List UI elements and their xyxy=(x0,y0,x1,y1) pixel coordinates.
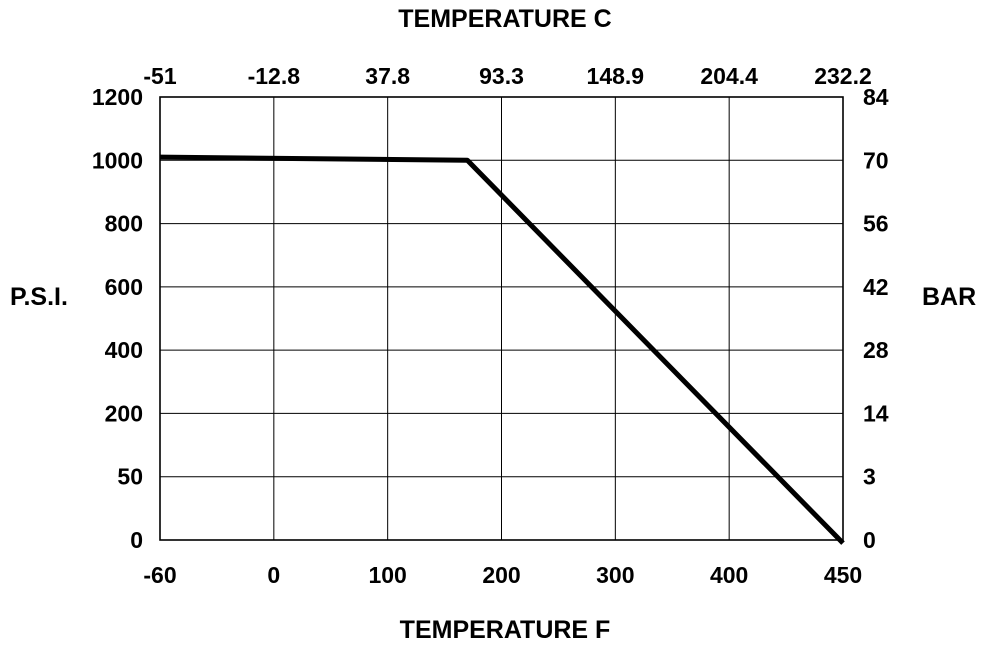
bottom-tick-label: 400 xyxy=(710,562,748,588)
right-tick-label: 14 xyxy=(863,400,889,426)
chart-title: TEMPERATURE C xyxy=(398,5,611,33)
top-tick-label: -12.8 xyxy=(248,63,301,89)
right-axis-ticks: 0 3 14 28 42 56 70 84 xyxy=(863,84,889,553)
top-tick-label: 37.8 xyxy=(365,63,410,89)
series-line-pressure xyxy=(159,154,845,545)
left-tick-label: 1000 xyxy=(92,147,143,173)
plot-grid xyxy=(159,96,844,541)
left-tick-label: 50 xyxy=(117,464,143,490)
left-tick-label: 200 xyxy=(105,400,143,426)
top-tick-label: 232.2 xyxy=(814,63,872,89)
top-tick-label: 148.9 xyxy=(587,63,645,89)
right-tick-label: 42 xyxy=(863,274,889,300)
left-tick-label: 800 xyxy=(105,211,143,237)
right-tick-label: 84 xyxy=(863,84,889,110)
bottom-tick-label: 300 xyxy=(596,562,634,588)
top-axis-ticks: -51 -12.8 37.8 93.3 148.9 204.4 232.2 xyxy=(143,63,871,89)
top-tick-label: 204.4 xyxy=(700,63,758,89)
bottom-tick-label: 0 xyxy=(267,562,280,588)
left-tick-label: 600 xyxy=(105,274,143,300)
y-axis-label-left: P.S.I. xyxy=(10,283,68,311)
x-axis-label: TEMPERATURE F xyxy=(400,616,611,644)
top-tick-label: 93.3 xyxy=(479,63,524,89)
series-group xyxy=(159,154,845,545)
left-tick-label: 1200 xyxy=(92,84,143,110)
top-tick-label: -51 xyxy=(143,63,176,89)
right-tick-label: 70 xyxy=(863,147,889,173)
right-tick-label: 28 xyxy=(863,337,889,363)
bottom-tick-label: -60 xyxy=(143,562,176,588)
left-tick-label: 400 xyxy=(105,337,143,363)
right-tick-label: 0 xyxy=(863,527,876,553)
bottom-axis-ticks: -60 0 100 200 300 400 450 xyxy=(143,562,862,588)
right-tick-label: 56 xyxy=(863,211,889,237)
bottom-tick-label: 450 xyxy=(824,562,862,588)
left-axis-ticks: 0 50 200 400 600 800 1000 1200 xyxy=(92,84,143,553)
left-tick-label: 0 xyxy=(130,527,143,553)
y-axis-label-right: BAR xyxy=(922,283,976,311)
right-tick-label: 3 xyxy=(863,464,876,490)
bottom-tick-label: 100 xyxy=(368,562,406,588)
bottom-tick-label: 200 xyxy=(482,562,520,588)
